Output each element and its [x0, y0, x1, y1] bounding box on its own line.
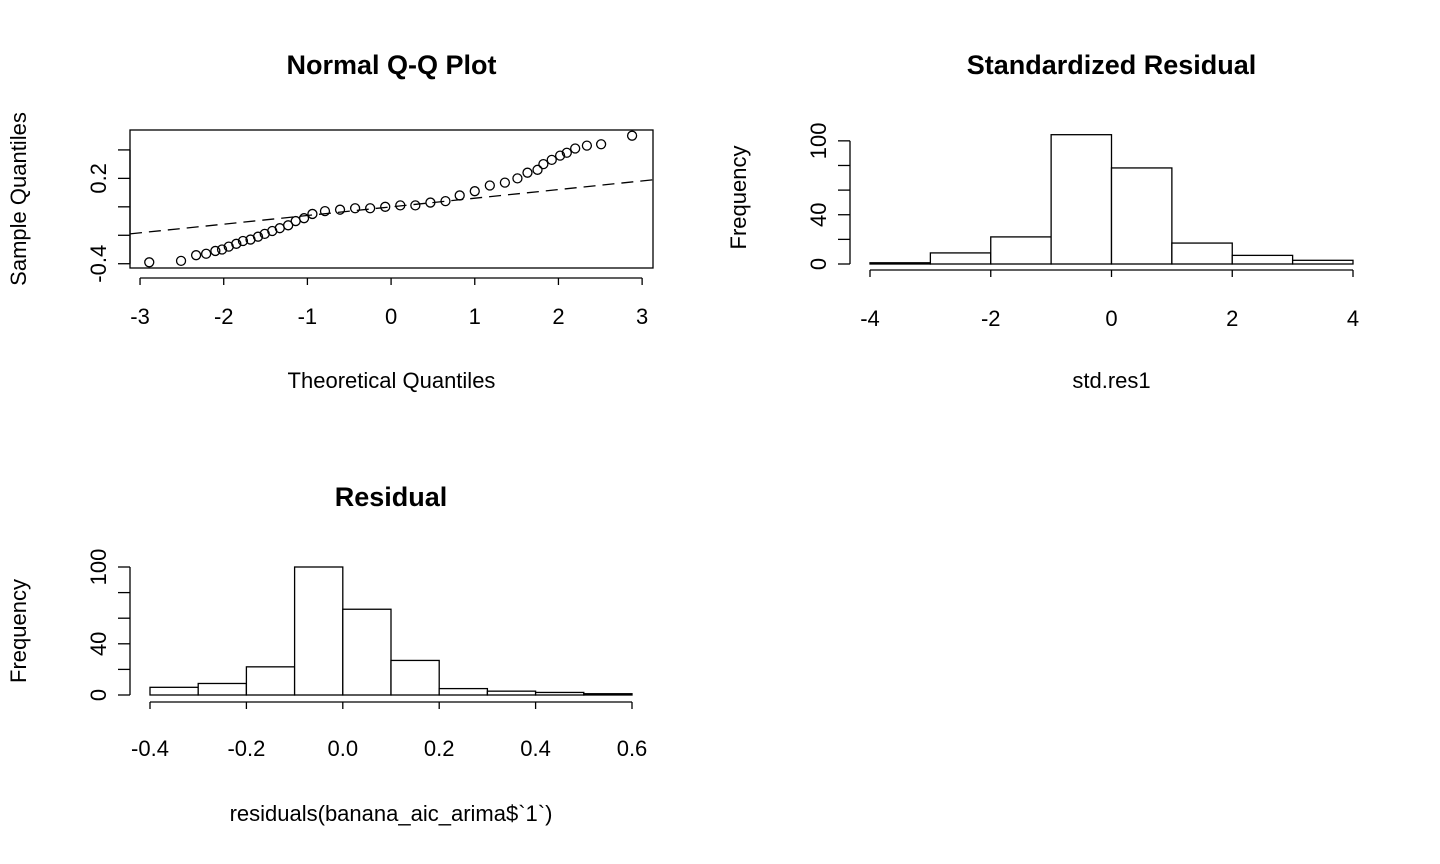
qq-point	[365, 203, 376, 214]
x-tick-label: 2	[552, 304, 564, 329]
qq-point	[454, 190, 465, 201]
qq-point	[237, 235, 249, 247]
qq-point	[200, 248, 212, 259]
qq-point	[380, 201, 391, 212]
qq-point	[532, 164, 543, 175]
reference-line	[129, 179, 654, 235]
qq-point	[274, 223, 285, 234]
y-tick-label: 100	[806, 122, 831, 159]
qq-point	[546, 154, 557, 166]
x-tick-label: -2	[981, 306, 1001, 331]
x-tick-label: 0.4	[520, 736, 551, 761]
qq-point	[349, 203, 361, 214]
histogram-bar	[1231, 254, 1294, 265]
histogram-bar	[1110, 167, 1173, 265]
x-tick-label: -0.4	[131, 736, 169, 761]
histogram-bar	[583, 693, 633, 696]
x-tick-label: -4	[860, 306, 880, 331]
histogram-bar	[245, 666, 296, 696]
x-tick-label: 0.0	[328, 736, 359, 761]
qq-point	[252, 231, 264, 242]
histogram-bar	[929, 252, 992, 265]
qq-point	[298, 213, 310, 224]
qq-point	[469, 186, 480, 197]
y-tick-label: 40	[86, 632, 111, 656]
chart-title: Normal Q-Q Plot	[286, 50, 496, 80]
qq-point	[319, 205, 331, 217]
histogram-bar	[197, 682, 248, 696]
chart-title: Standardized Residual	[967, 50, 1257, 80]
x-axis-title: std.res1	[1072, 368, 1150, 393]
histogram-bar	[486, 690, 537, 696]
x-tick-label: 0.6	[617, 736, 648, 761]
qq-point	[283, 220, 294, 231]
histogram-bar	[438, 687, 489, 696]
qq-point	[538, 158, 549, 170]
histogram-bar	[1171, 242, 1233, 265]
x-tick-label: 3	[636, 304, 648, 329]
qq-point	[512, 173, 523, 184]
histogram-bar	[149, 686, 199, 696]
x-tick-label: 0	[385, 304, 397, 329]
y-tick-label: 0.2	[86, 163, 111, 194]
qq-point	[561, 147, 572, 158]
qq-point	[581, 140, 593, 151]
histogram-bar	[534, 691, 585, 696]
histogram-bar	[869, 262, 932, 265]
x-tick-label: -0.2	[227, 736, 265, 761]
x-tick-label: -3	[130, 304, 150, 329]
y-axis-title: Sample Quantiles	[6, 112, 31, 286]
histogram-bar	[1050, 134, 1113, 265]
qq-point	[499, 177, 511, 188]
y-tick-label: 100	[86, 549, 111, 586]
qq-point	[210, 245, 221, 257]
qq-point	[231, 238, 242, 249]
qq-point	[144, 257, 155, 268]
qq-point	[307, 208, 318, 220]
x-axis-title: residuals(banana_aic_arima$`1`)	[230, 801, 553, 826]
qq-point	[570, 143, 581, 154]
x-tick-label: 2	[1226, 306, 1238, 331]
chart-title: Residual	[335, 482, 448, 512]
y-axis-title: Frequency	[6, 579, 31, 683]
histogram-bar	[990, 236, 1052, 265]
qq-point	[626, 130, 638, 141]
qq-point	[595, 139, 607, 150]
qq-point	[334, 204, 346, 215]
y-tick-label: 0	[86, 689, 111, 701]
histogram-bar	[342, 608, 392, 696]
qq-point	[554, 150, 566, 161]
x-axis-title: Theoretical Quantiles	[288, 368, 496, 393]
y-tick-label: -0.4	[86, 245, 111, 283]
y-axis-title: Frequency	[726, 146, 751, 250]
y-tick-label: 40	[806, 202, 831, 226]
x-tick-label: 4	[1347, 306, 1359, 331]
histogram-bar	[293, 566, 344, 696]
histogram-bar	[1291, 259, 1354, 265]
x-tick-label: -1	[298, 304, 318, 329]
qq-point	[484, 180, 495, 191]
qq-point	[522, 167, 533, 178]
qq-point	[410, 200, 421, 211]
x-tick-label: -2	[214, 304, 234, 329]
x-tick-label: 0.2	[424, 736, 455, 761]
qq-point	[190, 250, 202, 261]
qq-point	[175, 255, 187, 267]
y-tick-label: 0	[806, 258, 831, 270]
qq-point	[290, 215, 301, 227]
qq-point	[216, 244, 228, 255]
histogram-bar	[390, 659, 440, 696]
x-tick-label: 0	[1105, 306, 1117, 331]
x-tick-label: 1	[469, 304, 481, 329]
plot-box	[129, 129, 654, 269]
